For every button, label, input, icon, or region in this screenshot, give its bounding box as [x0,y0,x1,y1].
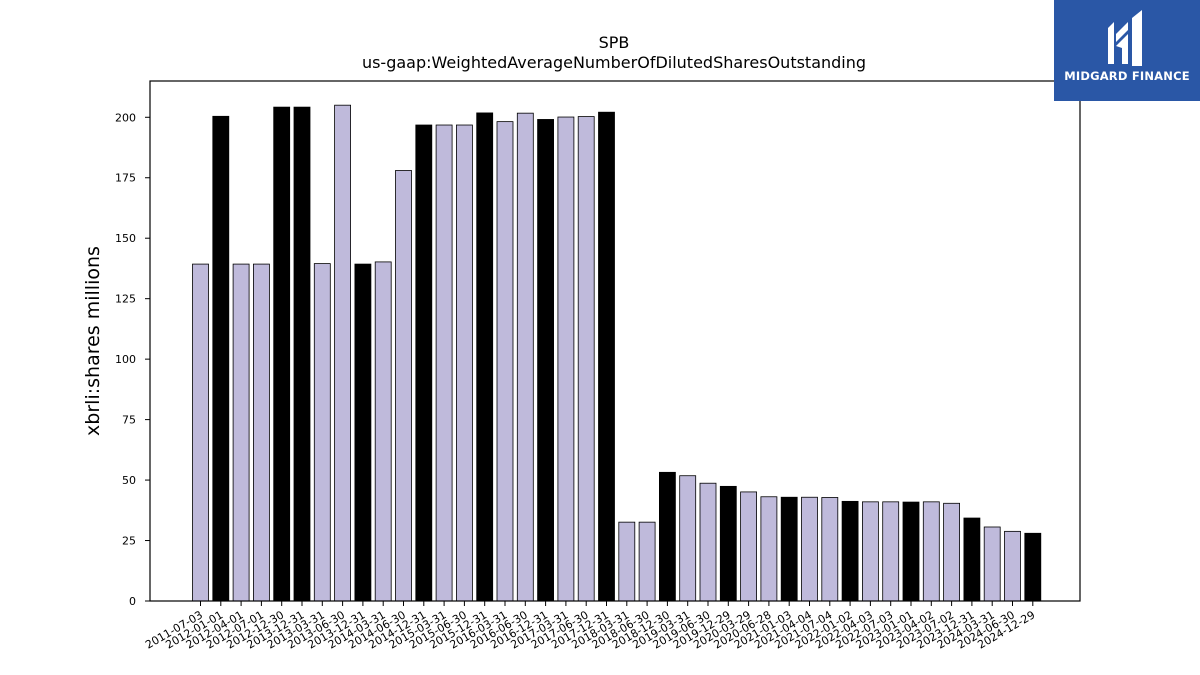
bar-2018-06-30 [638,521,656,602]
bar-2011-07-03 [192,263,209,602]
bar-2014-06-30 [395,170,412,602]
bar-2013-06-30 [334,104,352,602]
bar-2024-03-31 [983,526,1001,602]
bar-2021-01-03 [780,496,798,602]
bar-2012-12-30 [273,106,291,602]
bar-2023-01-01 [902,501,920,602]
bar-2012-07-01 [252,263,270,602]
bar-2019-03-31 [679,475,697,602]
y-tick-label: 175 [115,172,136,185]
bars [192,104,1042,602]
bar-2022-04-03 [862,501,879,602]
bar-2018-03-31 [618,521,636,602]
bar-2016-12-31 [537,119,554,602]
bar-2024-06-30 [1004,530,1021,602]
bar-2022-01-02 [841,500,859,602]
y-axis-ticks: 0 25 50 75 100 125 150 175 200 [115,111,150,608]
bar-2013-12-31 [293,106,311,602]
bar-2019-06-30 [699,482,717,602]
bar-2017-12-31 [598,111,615,602]
bar-2012-04-01 [232,263,250,602]
bar-2016-06-30 [516,112,534,602]
y-tick-label: 100 [115,353,136,366]
chart-subtitle: us-gaap:WeightedAverageNumberOfDilutedSh… [362,53,866,72]
bar-2016-03-31 [496,121,514,602]
bar-2019-12-29 [719,485,737,602]
bar-2015-12-31 [476,112,494,602]
bar-2020-06-28 [760,496,778,602]
bar-2017-06-30 [577,116,595,602]
brand-logo-mark-icon [1108,10,1142,66]
brand-name: MIDGARD FINANCE [1064,69,1190,83]
bar-2013-03-31 [313,263,331,602]
y-axis-label: xbrli:shares millions [82,246,104,436]
bar-2024-12-29 [1024,532,1042,602]
bar-2013-12-31 [354,263,372,602]
x-axis-ticks: 2011-07-032012-01-012012-04-012012-07-01… [143,601,1037,652]
bar-2012-01-01 [212,115,230,602]
brand-logo: MIDGARD FINANCE [1054,0,1200,101]
bar-2014-12-31 [415,124,433,602]
chart-title: SPB [599,33,630,52]
bar-2023-04-02 [922,501,940,602]
bar-2017-03-31 [557,116,575,602]
y-tick-label: 150 [115,232,136,245]
y-tick-label: 0 [129,595,136,608]
bar-2020-03-29 [740,491,757,602]
bar-2022-07-03 [882,501,900,602]
bar-2021-07-04 [821,497,839,602]
bar-2023-12-31 [963,517,981,602]
y-tick-label: 25 [122,535,136,548]
bar-2015-03-31 [435,124,453,602]
bar-2018-12-30 [659,471,676,602]
y-tick-label: 125 [115,293,136,306]
bar-2014-03-31 [374,261,392,602]
bar-2021-04-04 [801,496,818,602]
y-tick-label: 75 [122,414,136,427]
bar-2023-07-02 [943,502,960,602]
y-tick-label: 200 [115,111,136,124]
plot-frame [149,80,1081,602]
bar-2015-06-30 [455,124,473,602]
y-tick-label: 50 [122,474,136,487]
